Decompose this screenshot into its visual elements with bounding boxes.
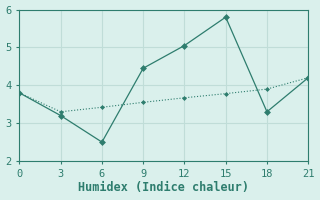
X-axis label: Humidex (Indice chaleur): Humidex (Indice chaleur) <box>78 181 249 194</box>
